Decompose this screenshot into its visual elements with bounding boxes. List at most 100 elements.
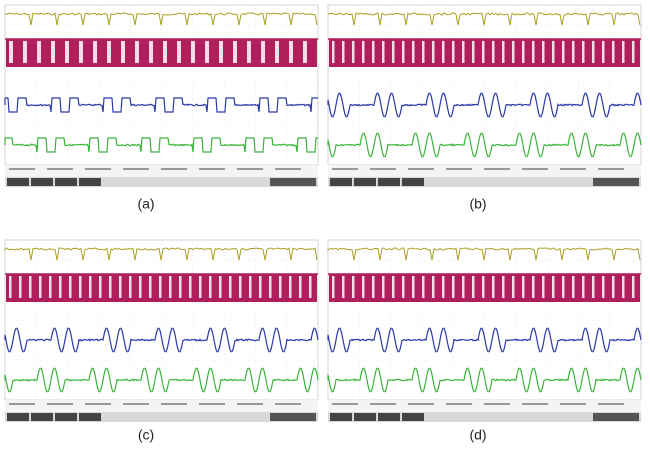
pulse-gap: [612, 41, 615, 63]
pulse-gap: [592, 276, 595, 298]
trace-green: [4, 367, 319, 393]
measure-strip: [328, 400, 641, 412]
measure-cell: [522, 168, 548, 170]
measure-cell: [370, 403, 396, 405]
trace-yellow: [4, 12, 318, 26]
trace-yellow: [327, 247, 641, 261]
status-box: [79, 178, 101, 186]
status-box: [55, 413, 77, 421]
pulse-gap: [442, 276, 445, 298]
measure-cell: [9, 168, 35, 170]
measure-cell: [560, 403, 586, 405]
trace-blue: [327, 327, 642, 353]
panel-label: (b): [469, 196, 486, 212]
pulse-gap: [392, 41, 395, 63]
pulse-gap: [209, 276, 212, 298]
status-box: [270, 413, 316, 421]
status-box: [402, 178, 424, 186]
pulse-gap: [342, 41, 345, 63]
scope-panel: [4, 4, 319, 187]
pulse-gap: [191, 41, 195, 63]
pulse-gap: [462, 276, 465, 298]
pulse-gap: [492, 276, 495, 298]
measure-cell: [408, 168, 434, 170]
measure-cell: [237, 168, 263, 170]
pulse-gap: [462, 41, 465, 63]
pulse-gap: [552, 276, 555, 298]
pulse-gap: [602, 276, 605, 298]
pulse-gap: [9, 41, 13, 63]
status-box: [593, 413, 639, 421]
pulse-gap: [109, 276, 112, 298]
scope-panel: [327, 239, 642, 422]
measure-cell: [123, 403, 149, 405]
pulse-gap: [632, 276, 635, 298]
status-bar: [328, 177, 641, 187]
status-bar: [5, 412, 318, 422]
pulse-gap: [289, 41, 293, 63]
status-box: [7, 178, 29, 186]
pulse-gap: [352, 41, 355, 63]
pulse-gap: [177, 41, 181, 63]
measure-cell: [522, 403, 548, 405]
trace-green: [327, 132, 642, 158]
pulse-gap: [69, 276, 72, 298]
status-box: [270, 178, 316, 186]
pulse-gap: [492, 41, 495, 63]
pulse-gap: [149, 41, 153, 63]
pulse-gap: [592, 41, 595, 63]
pulse-gap: [219, 276, 222, 298]
status-box: [378, 178, 400, 186]
pulse-gap: [289, 276, 292, 298]
pulse-gap: [632, 41, 635, 63]
pulse-gap: [332, 276, 335, 298]
pulse-gap: [332, 41, 335, 63]
measure-cell: [446, 168, 472, 170]
pulse-gap: [362, 41, 365, 63]
trace-blue: [4, 97, 318, 113]
pulse-gap: [119, 276, 122, 298]
pulse-gap: [382, 41, 385, 63]
status-box: [330, 178, 352, 186]
scope-panel: [327, 4, 642, 187]
status-box: [402, 413, 424, 421]
pulse-gap: [149, 276, 152, 298]
pulse-gap: [247, 41, 251, 63]
measure-cell: [85, 168, 111, 170]
pulse-gap: [562, 276, 565, 298]
measure-cell: [161, 168, 187, 170]
pulse-gap: [422, 41, 425, 63]
pulse-gap: [342, 276, 345, 298]
pulse-gap: [502, 276, 505, 298]
pulse-gap: [89, 276, 92, 298]
pulse-gap: [93, 41, 97, 63]
pulse-gap: [442, 41, 445, 63]
pulse-gap: [482, 276, 485, 298]
pulse-gap: [259, 276, 262, 298]
pulse-gap: [412, 41, 415, 63]
pulse-gap: [522, 41, 525, 63]
measure-cell: [560, 168, 586, 170]
panel-label: (c): [138, 427, 154, 443]
trace-green: [4, 137, 318, 153]
pulse-gap: [542, 276, 545, 298]
pulse-gap: [432, 41, 435, 63]
measure-cell: [47, 403, 73, 405]
pulse-gap: [522, 276, 525, 298]
measure-cell: [85, 403, 111, 405]
trace-yellow: [4, 247, 318, 261]
pulse-gap: [372, 41, 375, 63]
pulse-gap: [452, 41, 455, 63]
pulse-gap: [49, 276, 52, 298]
pulse-gap: [582, 41, 585, 63]
measure-cell: [275, 168, 301, 170]
pulse-gap: [372, 276, 375, 298]
pulse-gap: [163, 41, 167, 63]
status-box: [354, 413, 376, 421]
pulse-gap: [51, 41, 55, 63]
pulse-gap: [303, 41, 307, 63]
pulse-gap: [65, 41, 69, 63]
status-box: [55, 178, 77, 186]
